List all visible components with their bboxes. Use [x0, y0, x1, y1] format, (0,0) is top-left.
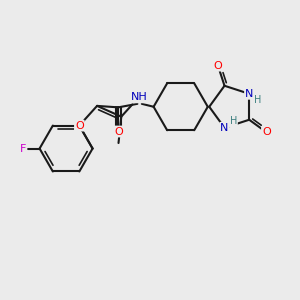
Text: F: F — [20, 143, 26, 154]
Text: NH: NH — [130, 92, 147, 102]
Text: N: N — [220, 123, 229, 133]
Text: O: O — [214, 61, 222, 70]
Text: H: H — [254, 95, 262, 105]
Text: O: O — [75, 121, 84, 130]
Text: H: H — [230, 116, 237, 126]
Text: O: O — [262, 127, 271, 137]
Text: O: O — [114, 127, 123, 136]
Text: N: N — [245, 89, 254, 99]
